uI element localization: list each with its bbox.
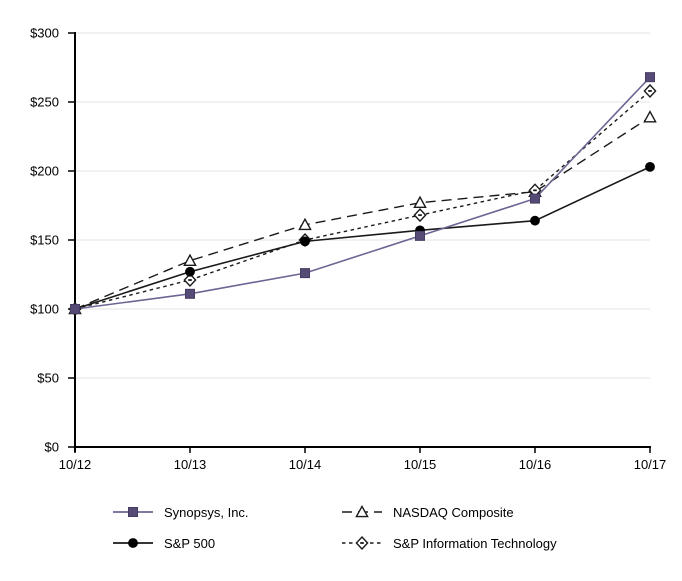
y-axis-label: $100	[30, 302, 59, 317]
chart-plot-area: $0 $50 $100 $150 $200 $250 $300 10/12 10/13 10/14…	[30, 26, 667, 473]
marker-diamond-dot	[188, 279, 192, 281]
marker-circle	[128, 538, 138, 548]
marker-square	[185, 288, 195, 299]
marker-circle	[645, 161, 655, 172]
marker-triangle	[298, 217, 312, 231]
legend-item-sp-infotech: S&P Information Technology	[342, 535, 557, 551]
series-line-s-p-500	[74, 166, 651, 310]
x-axis-label: 10/16	[519, 457, 552, 472]
marker-triangle	[643, 110, 657, 123]
legend-item-synopsys: Synopsys, Inc.	[113, 504, 249, 520]
marker-square	[128, 507, 138, 517]
y-axis-label: $0	[45, 440, 59, 455]
marker-triangle	[183, 253, 197, 266]
marker-circle	[300, 236, 310, 247]
series-line-s-p-information-technology	[74, 90, 651, 310]
x-axis-label: 10/13	[174, 457, 207, 472]
marker-diamond-dot	[360, 542, 364, 544]
y-axis-label: $150	[30, 233, 59, 248]
synopsys-line-marker-icon	[113, 507, 153, 517]
marker-triangle	[355, 504, 369, 518]
marker-square	[415, 230, 425, 241]
legend-item-sp500: S&P 500	[113, 535, 215, 551]
marker-diamond-dot	[418, 214, 422, 217]
x-axis-label: 10/14	[289, 457, 322, 472]
y-axis-label: $300	[30, 26, 59, 41]
legend-item-nasdaq: NASDAQ Composite	[342, 504, 514, 520]
x-axis-label: 10/15	[404, 457, 437, 472]
marker-diamond-dot	[533, 189, 537, 192]
marker-diamond-dot	[648, 90, 652, 92]
x-axis-label: 10/17	[634, 457, 667, 472]
series-line-synopsys-inc	[74, 76, 651, 310]
y-axis-label: $250	[30, 95, 59, 110]
nasdaq-line-marker-icon	[342, 504, 382, 518]
marker-square	[530, 193, 540, 204]
marker-triangle	[413, 195, 427, 209]
y-axis-label: $200	[30, 164, 59, 179]
legend-label-sp500: S&P 500	[164, 535, 216, 551]
marker-square	[645, 72, 655, 83]
marker-circle	[185, 266, 195, 277]
legend-label-nasdaq: NASDAQ Composite	[393, 504, 514, 520]
y-axis-label: $50	[37, 371, 59, 386]
marker-square	[300, 268, 310, 279]
legend-label-sp-infotech: S&P Information Technology	[393, 535, 557, 551]
marker-circle	[530, 215, 540, 226]
marker-square	[70, 304, 80, 314]
x-axis-label: 10/12	[59, 457, 92, 472]
legend-label-synopsys: Synopsys, Inc.	[164, 504, 249, 520]
sp500-line-marker-icon	[113, 538, 153, 548]
sp-infotech-line-marker-icon	[342, 535, 382, 551]
